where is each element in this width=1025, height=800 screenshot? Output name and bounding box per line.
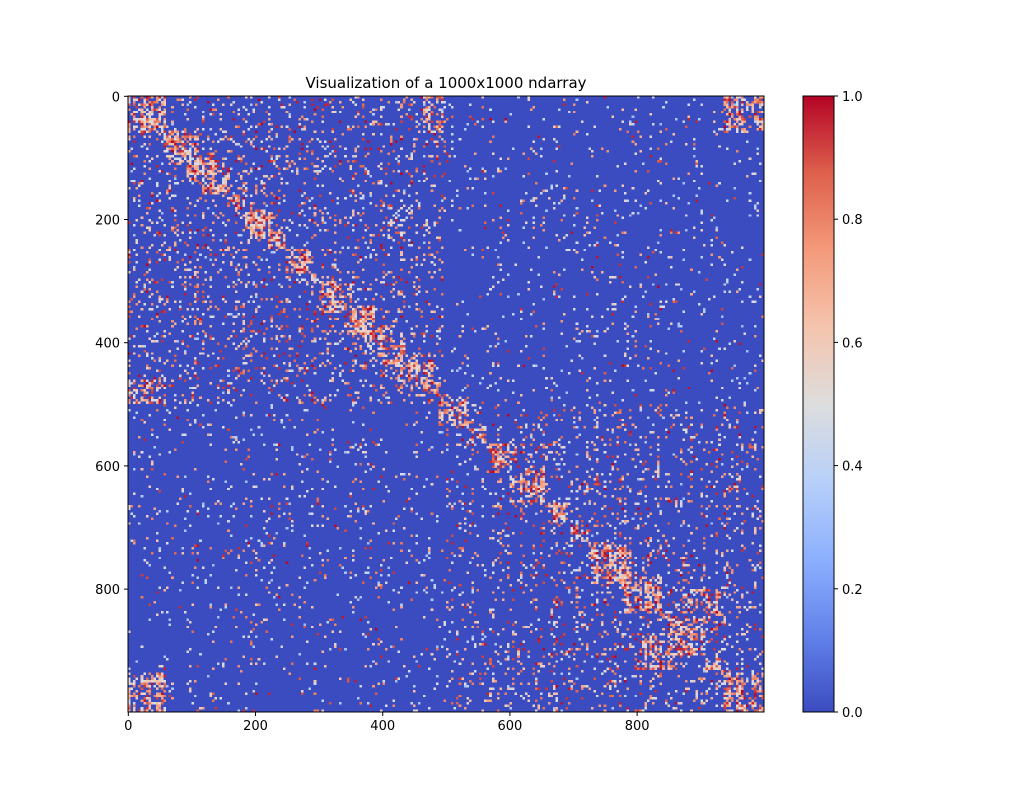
colorbar-ticks: 0.0 0.2 0.4 0.6 0.8 1.0 xyxy=(834,90,863,721)
colorbar-tick-label: 1.0 xyxy=(842,90,863,105)
colorbar-gradient xyxy=(803,96,834,712)
x-tick-label: 400 xyxy=(370,719,395,734)
colorbar-tick-label: 0.0 xyxy=(842,706,863,721)
x-tick-label: 200 xyxy=(243,719,268,734)
colorbar-tick-label: 0.2 xyxy=(842,583,863,598)
plot-frame xyxy=(127,95,765,713)
colorbar: 0.0 0.2 0.4 0.6 0.8 1.0 xyxy=(802,90,863,721)
x-tick-label: 800 xyxy=(625,719,650,734)
chart-title: Visualization of a 1000x1000 ndarray xyxy=(305,74,586,92)
colorbar-tick-label: 0.8 xyxy=(842,213,863,228)
heatmap-image xyxy=(128,96,764,712)
y-axis: 0 200 400 600 800 xyxy=(95,90,128,598)
x-tick-label: 600 xyxy=(498,719,523,734)
y-tick-label: 400 xyxy=(95,337,120,352)
y-tick-label: 0 xyxy=(112,90,120,105)
colorbar-frame xyxy=(802,95,835,713)
heatmap-raster xyxy=(128,96,764,712)
colorbar-tick-label: 0.6 xyxy=(842,336,863,351)
colorbar-tick-label: 0.4 xyxy=(842,460,863,475)
y-tick-label: 600 xyxy=(95,460,120,475)
x-tick-label: 0 xyxy=(124,719,132,734)
x-axis: 0 200 400 600 800 xyxy=(124,712,650,734)
y-tick-label: 200 xyxy=(95,214,120,229)
y-tick-label: 800 xyxy=(95,583,120,598)
